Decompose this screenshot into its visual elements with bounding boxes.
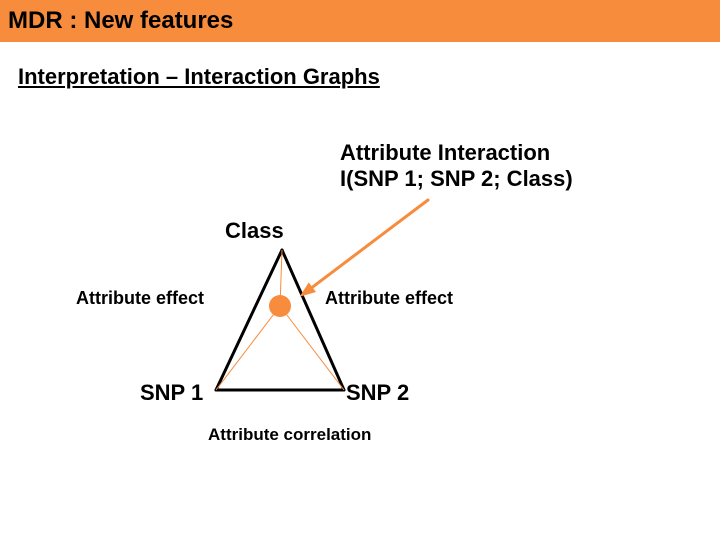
interaction-diagram — [0, 0, 720, 540]
slide: MDR : New features Interpretation – Inte… — [0, 0, 720, 540]
